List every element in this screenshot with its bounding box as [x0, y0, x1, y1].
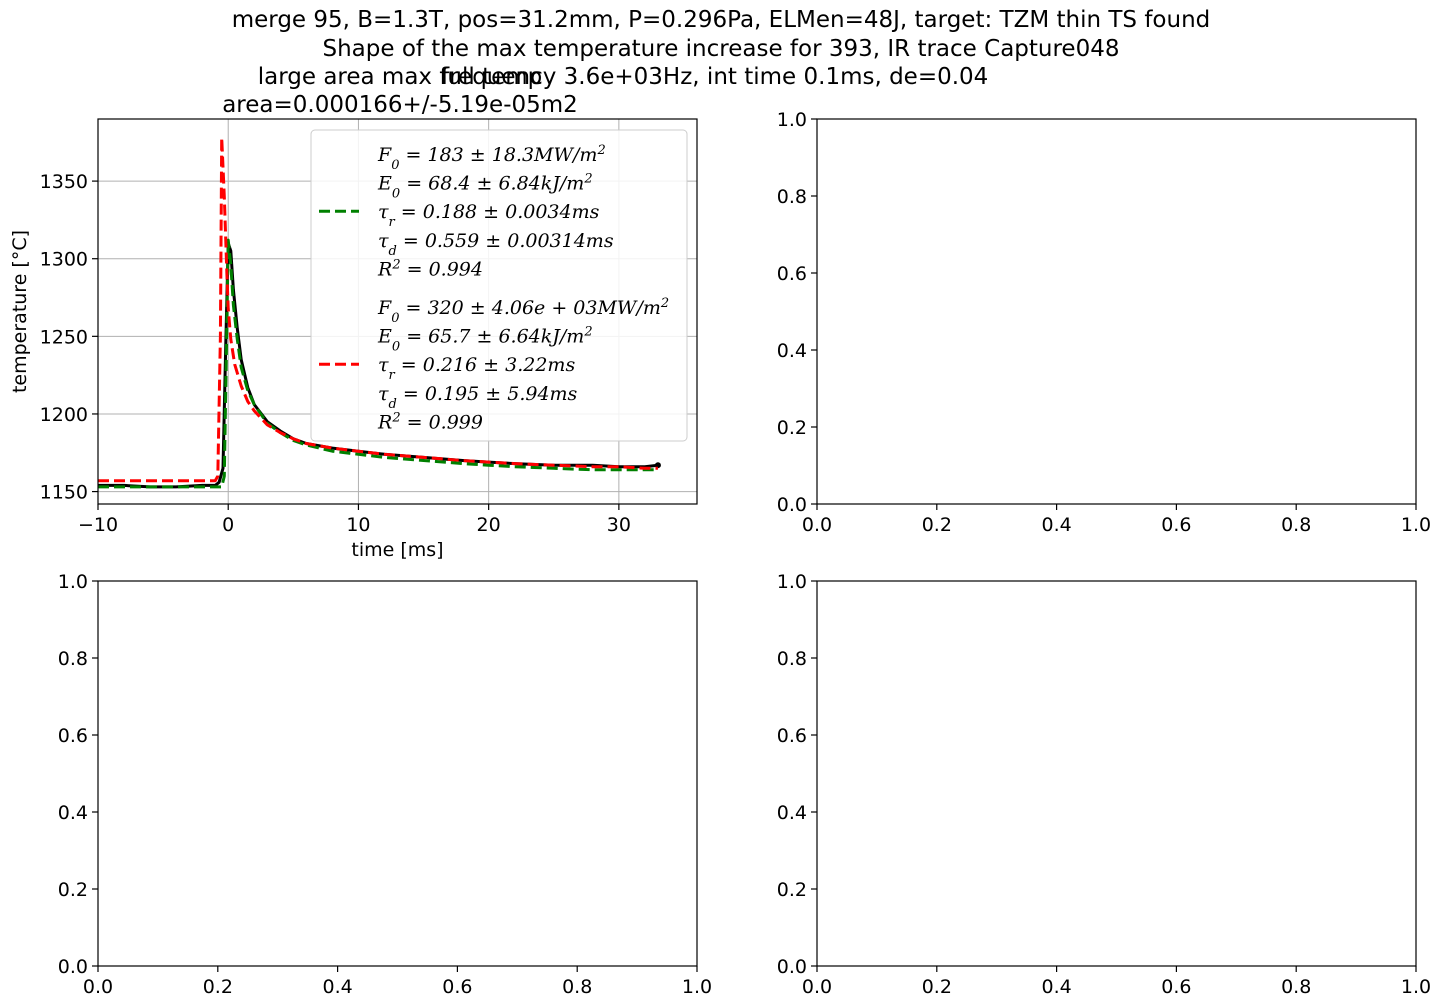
legend-entry-line: τd = 0.195 ± 5.94ms — [378, 383, 578, 412]
legend-entry-line: F0 = 320 ± 4.06e + 03MW/m2 — [377, 296, 669, 326]
y-tick-label: 0.0 — [777, 956, 807, 978]
axes-3: 0.0 0.2 0.4 0.6 0.8 1.0 0.0 0.2 0.4 0.6 0.8 1.0 — [58, 571, 712, 998]
x-tick-label: 0.0 — [83, 976, 113, 998]
x-tick-label: 0.2 — [922, 514, 952, 536]
y-tick-label: 1300 — [40, 249, 88, 271]
legend-entry-line: E0 = 68.4 ± 6.84kJ/m2 — [377, 171, 593, 201]
y-tick-label: 1250 — [40, 326, 88, 348]
axes-frame — [816, 580, 1417, 967]
y-tick-label: 0.6 — [58, 725, 88, 747]
y-tick-label: 0.0 — [58, 956, 88, 978]
axes-2: 0.0 0.2 0.4 0.6 0.8 1.0 0.0 0.2 0.4 0.6 0.8 1.0 — [777, 109, 1431, 536]
legend-entry-line: F0 = 183 ± 18.3MW/m2 — [377, 143, 606, 173]
y-tick-label: 1.0 — [777, 571, 807, 593]
y-tick-label: 0.4 — [58, 802, 88, 824]
x-tick-label: 0.4 — [322, 976, 352, 998]
legend-box — [310, 129, 688, 442]
x-tick-label: 20 — [477, 514, 501, 536]
x-tick-label: 0.8 — [562, 976, 592, 998]
legend-entry-line: R2 = 0.999 — [377, 410, 483, 434]
axes-1: −10 0 10 20 30 1150 1200 1250 1300 1350 time [ms] t… — [9, 118, 698, 561]
y-tick-label: 0.2 — [777, 417, 807, 439]
legend-entry-line: τr = 0.216 ± 3.22ms — [378, 354, 575, 383]
y-tick-label: 0.2 — [58, 879, 88, 901]
x-tick-label: 10 — [346, 514, 370, 536]
x-tick-label: −10 — [78, 514, 118, 536]
x-tick-label: 30 — [607, 514, 631, 536]
x-tick-label: 1.0 — [682, 976, 712, 998]
legend-entry-line: E0 = 65.7 ± 6.64kJ/m2 — [377, 324, 593, 354]
y-tick-label: 1150 — [40, 482, 88, 504]
x-tick-label: 0.8 — [1281, 976, 1311, 998]
figure-suptitle-line-1: merge 95, B=1.3T, pos=31.2mm, P=0.296Pa,… — [231, 7, 1211, 33]
x-tick-label: 1.0 — [1401, 976, 1431, 998]
axes-frame — [816, 118, 1417, 505]
x-tick-label: 0.0 — [802, 976, 832, 998]
y-tick-label: 0.0 — [777, 494, 807, 516]
axes-title-right: frequency 3.6e+03Hz, int time 0.1ms, de=… — [441, 64, 989, 90]
y-tick-label: 0.6 — [777, 263, 807, 285]
y-tick-label: 1.0 — [777, 109, 807, 131]
y-tick-label: 0.4 — [777, 802, 807, 824]
measured-end-marker — [654, 462, 661, 469]
fit-line-red — [98, 136, 658, 483]
y-tick-label: 1.0 — [58, 571, 88, 593]
x-axis-label: time [ms] — [351, 539, 443, 561]
axes-title-left: large area max full temp area=0.000166+/… — [205, 63, 595, 119]
figure-suptitle-line-2: Shape of the max temperature increase fo… — [322, 36, 1120, 62]
legend-entry-line: R2 = 0.994 — [377, 257, 483, 281]
y-axis-label: temperature [°C] — [9, 230, 31, 393]
axes-frame — [97, 118, 698, 505]
y-tick-label: 0.8 — [58, 648, 88, 670]
x-tick-label: 0.0 — [802, 514, 832, 536]
x-tick-label: 0.4 — [1041, 514, 1071, 536]
axes-frame — [97, 580, 698, 967]
x-tick-label: 0.8 — [1281, 514, 1311, 536]
x-tick-label: 1.0 — [1401, 514, 1431, 536]
y-tick-label: 0.6 — [777, 725, 807, 747]
x-tick-label: 0.6 — [1161, 514, 1191, 536]
x-tick-label: 0 — [222, 514, 234, 536]
y-tick-label: 0.4 — [777, 340, 807, 362]
x-tick-label: 0.2 — [922, 976, 952, 998]
axes-title-left-line-2: area=0.000166+/-5.19e-05m2 — [222, 92, 578, 118]
x-tick-label: 0.4 — [1041, 976, 1071, 998]
x-tick-label: 0.2 — [203, 976, 233, 998]
axes-title-left-line-1: large area max full temp — [257, 64, 543, 90]
legend-entry-line: τd = 0.559 ± 0.00314ms — [378, 230, 614, 258]
axes-4: 0.0 0.2 0.4 0.6 0.8 1.0 0.0 0.2 0.4 0.6 0.8 1.0 — [777, 571, 1431, 998]
y-tick-label: 1200 — [40, 404, 88, 426]
y-tick-label: 1350 — [40, 171, 88, 193]
x-tick-label: 0.6 — [442, 976, 472, 998]
y-tick-label: 0.8 — [777, 186, 807, 208]
y-tick-label: 0.8 — [777, 648, 807, 670]
y-tick-label: 0.2 — [777, 879, 807, 901]
x-tick-label: 0.6 — [1161, 976, 1191, 998]
legend-entry-line: τr = 0.188 ± 0.0034ms — [378, 201, 600, 230]
